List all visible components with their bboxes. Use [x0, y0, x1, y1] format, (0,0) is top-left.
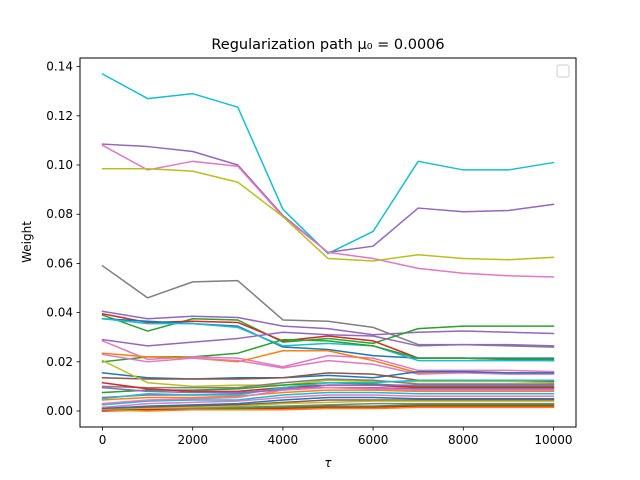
y-tick-label: 0.00 [46, 404, 73, 418]
series-line-35 [101, 386, 555, 405]
y-tick-label: 0.10 [46, 158, 73, 172]
y-tick-label: 0.04 [46, 306, 73, 320]
series-line-3 [101, 144, 555, 278]
series-line-11 [101, 331, 555, 347]
series-line-32 [101, 406, 555, 412]
y-tick-label: 0.14 [46, 60, 73, 74]
y-tick-label: 0.12 [46, 109, 73, 123]
series-line-4 [101, 167, 555, 262]
series-line-1 [101, 72, 555, 255]
series-line-6 [101, 310, 555, 336]
y-axis-label: Weight [20, 221, 34, 263]
x-axis-label: τ [324, 456, 332, 470]
series-line-25 [101, 394, 555, 409]
series-line-27 [101, 399, 555, 411]
series-line-26 [101, 396, 555, 410]
series-line-12 [101, 338, 555, 363]
y-tick-label: 0.08 [46, 207, 73, 221]
chart-title: Regularization path μ₀ = 0.0006 [211, 37, 444, 53]
legend-box [556, 64, 570, 78]
series-line-28 [101, 400, 555, 411]
y-tick-label: 0.02 [46, 355, 73, 369]
series-line-34 [101, 384, 555, 394]
y-axis: 0.00 0.02 0.04 0.06 0.08 0.10 0.12 0.14 [46, 60, 80, 418]
x-tick-label: 8000 [448, 433, 479, 447]
series-line-10 [101, 317, 555, 362]
x-tick-label: 10000 [534, 433, 572, 447]
series-line-19 [101, 378, 555, 389]
series-line-33 [101, 379, 555, 400]
series-line-15 [101, 353, 555, 375]
y-tick-label: 0.06 [46, 256, 73, 270]
series-line-29 [101, 402, 555, 412]
series-layer [101, 72, 555, 412]
x-tick-label: 2000 [177, 433, 208, 447]
series-line-24 [101, 391, 555, 406]
series-line-23 [101, 389, 555, 401]
x-axis: 0 2000 4000 6000 8000 10000 [99, 427, 573, 447]
x-tick-label: 6000 [358, 433, 389, 447]
plot-frame [79, 57, 577, 428]
x-tick-label: 0 [99, 433, 107, 447]
x-tick-label: 4000 [268, 433, 299, 447]
series-line-18 [101, 359, 555, 388]
